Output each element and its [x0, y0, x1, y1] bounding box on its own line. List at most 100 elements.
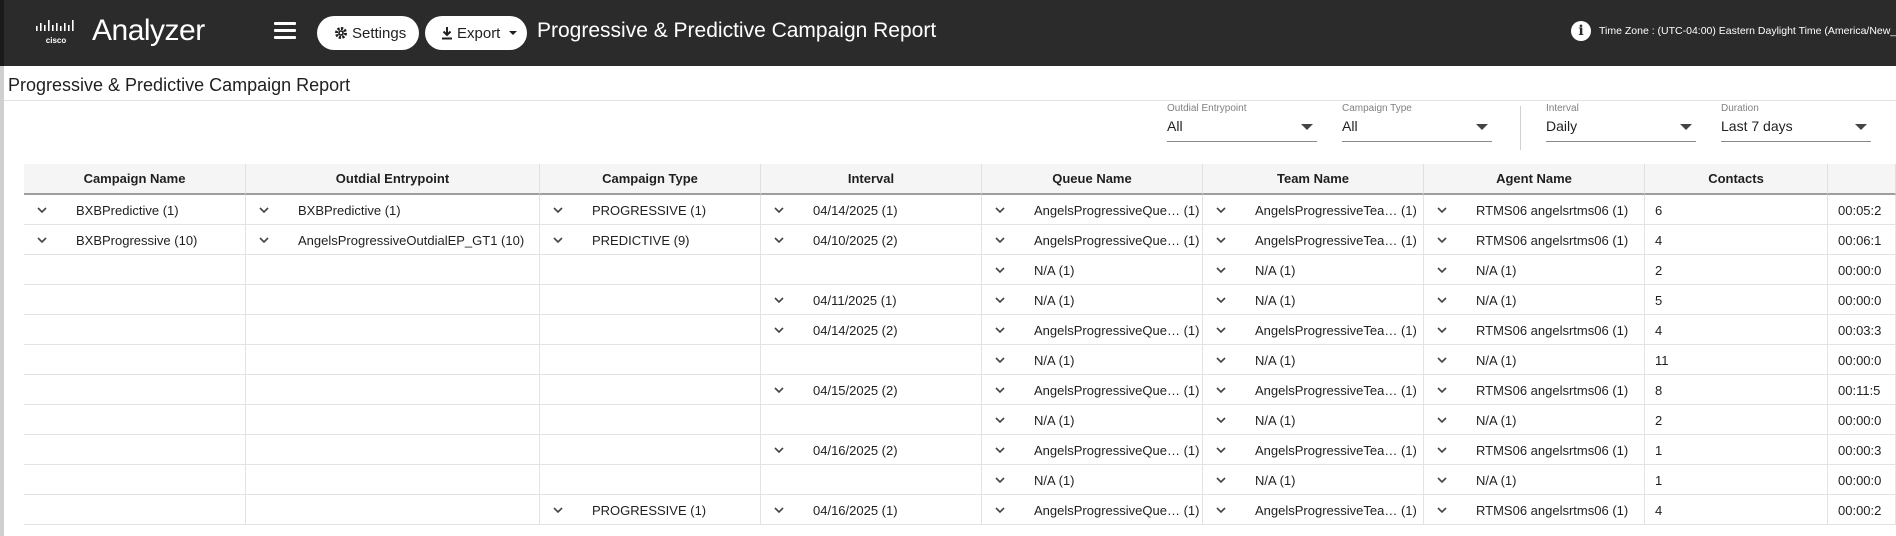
filter-duration[interactable]: Duration Last 7 days: [1721, 103, 1871, 142]
cell-duration: 00:00:2: [1828, 495, 1896, 525]
expand-chevron-icon[interactable]: [994, 234, 1006, 246]
duration-select[interactable]: Last 7 days: [1721, 118, 1871, 142]
expand-chevron-icon[interactable]: [1436, 354, 1448, 366]
report-title: Progressive & Predictive Campaign Report: [537, 19, 937, 42]
expand-chevron-icon[interactable]: [1215, 354, 1227, 366]
filter-interval[interactable]: Interval Daily: [1546, 103, 1696, 142]
settings-button[interactable]: Settings: [317, 16, 419, 50]
expand-chevron-icon[interactable]: [994, 384, 1006, 396]
expand-chevron-icon[interactable]: [1215, 504, 1227, 516]
expand-chevron-icon[interactable]: [1215, 444, 1227, 456]
expand-chevron-icon[interactable]: [1436, 204, 1448, 216]
cell-agent-name: RTMS06 angelsrtms06 (1): [1424, 225, 1645, 255]
campaign-type-value: PREDICTIVE (9): [592, 233, 690, 248]
cell-duration: 00:00:0: [1828, 345, 1896, 375]
cell-campaign-name: BXBPredictive (1): [24, 195, 246, 225]
expand-chevron-icon[interactable]: [1215, 414, 1227, 426]
expand-chevron-icon[interactable]: [1436, 504, 1448, 516]
column-header-interval[interactable]: Interval: [761, 164, 982, 195]
expand-chevron-icon[interactable]: [1215, 294, 1227, 306]
table-row: 04/14/2025 (2) AngelsProgressiveQue… (1) A…: [24, 315, 1896, 345]
expand-chevron-icon[interactable]: [773, 294, 785, 306]
expand-chevron-icon[interactable]: [994, 504, 1006, 516]
column-header-outdial-entrypoint[interactable]: Outdial Entrypoint: [246, 164, 540, 195]
expand-chevron-icon[interactable]: [773, 204, 785, 216]
campaign-type-select[interactable]: All: [1342, 118, 1492, 142]
expand-chevron-icon[interactable]: [1215, 384, 1227, 396]
expand-chevron-icon[interactable]: [1436, 234, 1448, 246]
contacts-value: 4: [1655, 503, 1663, 518]
column-header-contacts[interactable]: Contacts: [1645, 164, 1828, 195]
expand-chevron-icon[interactable]: [994, 444, 1006, 456]
column-header-team-name[interactable]: Team Name: [1203, 164, 1424, 195]
table-row: PROGRESSIVE (1) 04/16/2025 (1) AngelsProgr…: [24, 495, 1896, 525]
expand-chevron-icon[interactable]: [773, 324, 785, 336]
duration-value: 00:00:0: [1838, 263, 1882, 278]
expand-chevron-icon[interactable]: [1215, 474, 1227, 486]
queue-name-value: N/A (1): [1034, 473, 1075, 488]
column-header-duration[interactable]: [1828, 164, 1896, 195]
cell-campaign-name: [24, 405, 246, 435]
expand-chevron-icon[interactable]: [1215, 324, 1227, 336]
expand-chevron-icon[interactable]: [36, 234, 48, 246]
expand-chevron-icon[interactable]: [773, 234, 785, 246]
interval-value: 04/14/2025 (2): [813, 323, 898, 338]
cell-campaign-name: [24, 285, 246, 315]
cell-queue-name: N/A (1): [982, 345, 1203, 375]
cell-contacts: 11: [1645, 345, 1828, 375]
expand-chevron-icon[interactable]: [994, 474, 1006, 486]
column-header-agent-name[interactable]: Agent Name: [1424, 164, 1645, 195]
column-header-campaign-type[interactable]: Campaign Type: [540, 164, 761, 195]
dropdown-caret-icon: [1680, 124, 1692, 130]
expand-chevron-icon[interactable]: [1436, 294, 1448, 306]
expand-chevron-icon[interactable]: [1215, 204, 1227, 216]
cell-campaign-name: [24, 255, 246, 285]
expand-chevron-icon[interactable]: [36, 204, 48, 216]
menu-icon[interactable]: [274, 22, 296, 42]
filter-outdial-entrypoint[interactable]: Outdial Entrypoint All: [1167, 103, 1317, 142]
expand-chevron-icon[interactable]: [994, 264, 1006, 276]
cell-contacts: 5: [1645, 285, 1828, 315]
queue-name-value: N/A (1): [1034, 293, 1075, 308]
dropdown-caret-icon: [1476, 124, 1488, 130]
cell-contacts: 4: [1645, 315, 1828, 345]
outdial-entrypoint-select[interactable]: All: [1167, 118, 1317, 142]
export-button[interactable]: Export: [425, 16, 527, 50]
cell-interval: [761, 405, 982, 435]
duration-value: 00:06:1: [1838, 233, 1882, 248]
expand-chevron-icon[interactable]: [773, 384, 785, 396]
expand-chevron-icon[interactable]: [994, 294, 1006, 306]
expand-chevron-icon[interactable]: [994, 354, 1006, 366]
cell-queue-name: AngelsProgressiveQue… (1): [982, 375, 1203, 405]
expand-chevron-icon[interactable]: [552, 504, 564, 516]
filter-campaign-type[interactable]: Campaign Type All: [1342, 103, 1492, 142]
gear-icon: [335, 27, 347, 39]
expand-chevron-icon[interactable]: [552, 204, 564, 216]
expand-chevron-icon[interactable]: [994, 414, 1006, 426]
interval-select[interactable]: Daily: [1546, 118, 1696, 142]
duration-value: 00:00:2: [1838, 503, 1882, 518]
expand-chevron-icon[interactable]: [773, 504, 785, 516]
column-header-queue-name[interactable]: Queue Name: [982, 164, 1203, 195]
expand-chevron-icon[interactable]: [1436, 324, 1448, 336]
expand-chevron-icon[interactable]: [1436, 414, 1448, 426]
cell-team-name: AngelsProgressiveTea… (1): [1203, 225, 1424, 255]
expand-chevron-icon[interactable]: [552, 234, 564, 246]
filter-separator: [1520, 106, 1521, 150]
expand-chevron-icon[interactable]: [1436, 444, 1448, 456]
contacts-value: 2: [1655, 413, 1663, 428]
expand-chevron-icon[interactable]: [773, 444, 785, 456]
expand-chevron-icon[interactable]: [1436, 474, 1448, 486]
contacts-value: 1: [1655, 443, 1663, 458]
info-icon[interactable]: i: [1571, 21, 1591, 41]
expand-chevron-icon[interactable]: [1436, 264, 1448, 276]
expand-chevron-icon[interactable]: [258, 234, 270, 246]
expand-chevron-icon[interactable]: [1436, 384, 1448, 396]
expand-chevron-icon[interactable]: [1215, 234, 1227, 246]
expand-chevron-icon[interactable]: [1215, 264, 1227, 276]
expand-chevron-icon[interactable]: [994, 204, 1006, 216]
expand-chevron-icon[interactable]: [258, 204, 270, 216]
dropdown-caret-icon: [1855, 124, 1867, 130]
column-header-campaign-name[interactable]: Campaign Name: [24, 164, 246, 195]
expand-chevron-icon[interactable]: [994, 324, 1006, 336]
